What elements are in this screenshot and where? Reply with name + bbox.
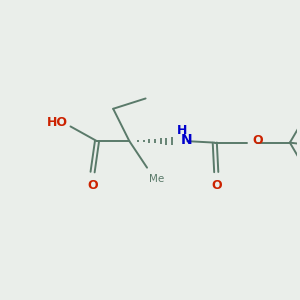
Text: N: N [180,133,192,147]
Text: O: O [211,178,222,192]
Text: O: O [87,178,98,192]
Text: H: H [177,124,188,137]
Text: HO: HO [47,116,68,128]
Text: Me: Me [148,174,164,184]
Text: O: O [253,134,263,147]
